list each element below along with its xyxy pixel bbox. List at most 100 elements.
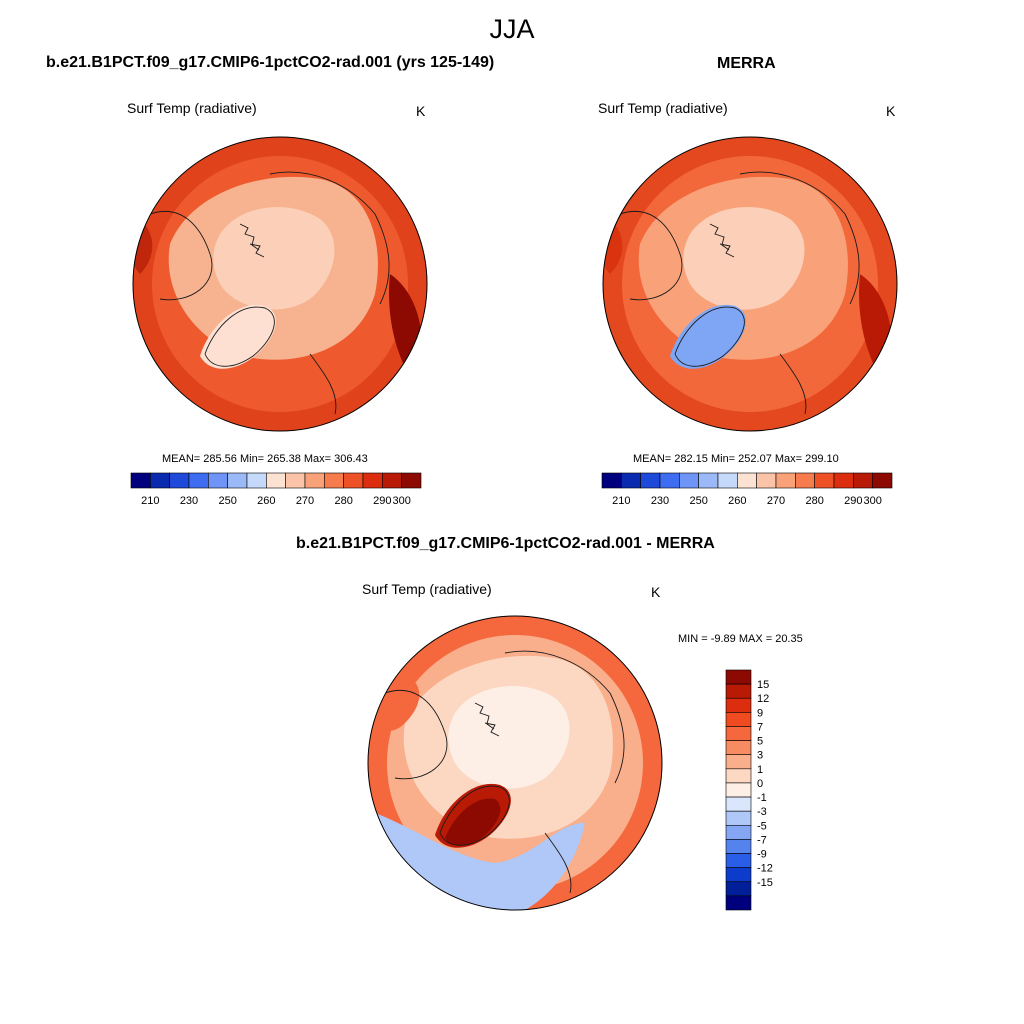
map-polar-region	[213, 207, 335, 310]
colorbar-diff: 15 12 9 7 5 3 1 0 -1 -3 -5 -7 -9 -12 -15	[725, 669, 773, 911]
colorbar-swatch	[266, 472, 286, 489]
colorbar-swatch	[725, 839, 752, 854]
colorbar-tick-label: -15	[757, 877, 773, 889]
panel-model-title: b.e21.B1PCT.f09_g17.CMIP6-1pctCO2-rad.00…	[46, 54, 495, 71]
colorbar-swatch	[725, 768, 752, 784]
map-coastline	[239, 223, 265, 258]
panel-diff-variable-label: Surf Temp (radiative)	[362, 581, 492, 597]
panel-model-variable-label: Surf Temp (radiative)	[127, 100, 257, 116]
colorbar-swatch	[150, 472, 170, 489]
map-obs-border	[602, 136, 898, 432]
colorbar-swatch	[725, 754, 752, 770]
colorbar-tick-label: 260	[728, 495, 746, 507]
colorbar-tick-label: -5	[757, 820, 767, 832]
map-polar-region	[683, 207, 805, 310]
colorbar-tick-label: 270	[767, 495, 785, 507]
map-coastline	[439, 785, 510, 846]
map-coastline	[204, 306, 275, 367]
map-greenland-core	[445, 798, 501, 846]
map-coastline	[779, 353, 807, 415]
colorbar-tick-label: 12	[757, 693, 769, 705]
colorbar-tick-label: 270	[296, 495, 314, 507]
map-diff-border	[367, 615, 663, 911]
colorbar-tick-label: -7	[757, 834, 767, 846]
colorbar-swatch	[169, 472, 190, 489]
colorbar-tick-label: 300	[863, 495, 881, 507]
colorbar-swatch	[285, 472, 306, 489]
colorbar-swatch	[725, 669, 752, 685]
colorbar-swatch	[717, 472, 738, 489]
colorbar-tick-label: 290	[373, 495, 391, 507]
colorbar-swatch	[725, 740, 752, 756]
colorbar-tick-label: 210	[612, 495, 630, 507]
colorbar-model: 210 230 250 260 270 280 290 300	[130, 472, 422, 507]
colorbar-swatch	[188, 472, 209, 489]
colorbar-tick-label: -1	[757, 792, 767, 804]
colorbar-tick-label: 260	[257, 495, 275, 507]
colorbar-tick-label: 230	[180, 495, 198, 507]
colorbar-swatch	[795, 472, 815, 489]
colorbar-swatch	[401, 472, 422, 489]
colorbar-swatch	[362, 472, 383, 489]
colorbar-tick-label: 1	[757, 764, 763, 776]
colorbar-swatch	[725, 726, 752, 741]
panel-diff-units: K	[651, 584, 661, 600]
colorbar-swatch	[208, 472, 228, 489]
colorbar-swatch	[130, 472, 151, 489]
colorbar-swatch	[343, 472, 364, 489]
colorbar-swatch	[324, 472, 344, 489]
colorbar-tick-label: 9	[757, 707, 763, 719]
map-polar-region	[448, 686, 570, 789]
colorbar-tick-label: -3	[757, 806, 767, 818]
map-coastline	[709, 223, 735, 258]
colorbar-swatch	[725, 782, 752, 798]
panel-obs-units: K	[886, 103, 896, 119]
panel-obs-stats: MEAN= 282.15 Min= 252.07 Max= 299.10	[633, 453, 839, 465]
panel-model-units: K	[416, 103, 426, 119]
colorbar-tick-label: 300	[392, 495, 410, 507]
colorbar-swatch	[698, 472, 719, 489]
map-coastline	[474, 702, 500, 737]
colorbar-tick-label: 3	[757, 750, 763, 762]
colorbar-swatch	[725, 867, 752, 883]
colorbar-swatch	[304, 472, 325, 489]
panel-model-stats: MEAN= 285.56 Min= 265.38 Max= 306.43	[162, 453, 368, 465]
panel-obs-title: MERRA	[717, 55, 776, 72]
map-model-border	[132, 136, 428, 432]
colorbar-tick-label: 210	[141, 495, 159, 507]
map-coastline	[384, 689, 448, 780]
colorbar-swatch	[227, 472, 248, 489]
colorbar-swatch	[640, 472, 661, 489]
colorbar-tick-label: 250	[689, 495, 707, 507]
colorbar-swatch	[382, 472, 402, 489]
map-coastline	[544, 832, 572, 894]
map-coastline	[309, 353, 337, 415]
colorbar-swatch	[601, 472, 622, 489]
colorbar-tick-label: 280	[805, 495, 823, 507]
colorbar-swatch	[833, 472, 854, 489]
colorbar-swatch	[775, 472, 796, 489]
colorbar-swatch	[246, 472, 267, 489]
map-model	[133, 137, 427, 431]
colorbar-swatch	[725, 796, 752, 812]
colorbar-swatch	[725, 853, 752, 868]
colorbar-tick-label: 0	[757, 778, 763, 790]
colorbar-swatch	[814, 472, 835, 489]
colorbar-swatch	[853, 472, 873, 489]
colorbar-swatch	[872, 472, 893, 489]
colorbar-swatch	[725, 712, 752, 727]
colorbar-swatch	[725, 895, 752, 911]
colorbar-swatch	[679, 472, 699, 489]
colorbar-tick-label: 230	[651, 495, 669, 507]
colorbar-tick-label: 5	[757, 736, 763, 748]
map-coastline	[504, 650, 625, 784]
colorbar-tick-label: 280	[334, 495, 352, 507]
map-coastline	[269, 171, 390, 305]
colorbar-swatch	[725, 697, 752, 713]
colorbar-swatch	[725, 683, 752, 699]
colorbar-swatch	[659, 472, 680, 489]
map-coastline	[674, 306, 745, 367]
figure-title: JJA	[489, 14, 535, 44]
colorbar-swatch	[725, 881, 752, 897]
